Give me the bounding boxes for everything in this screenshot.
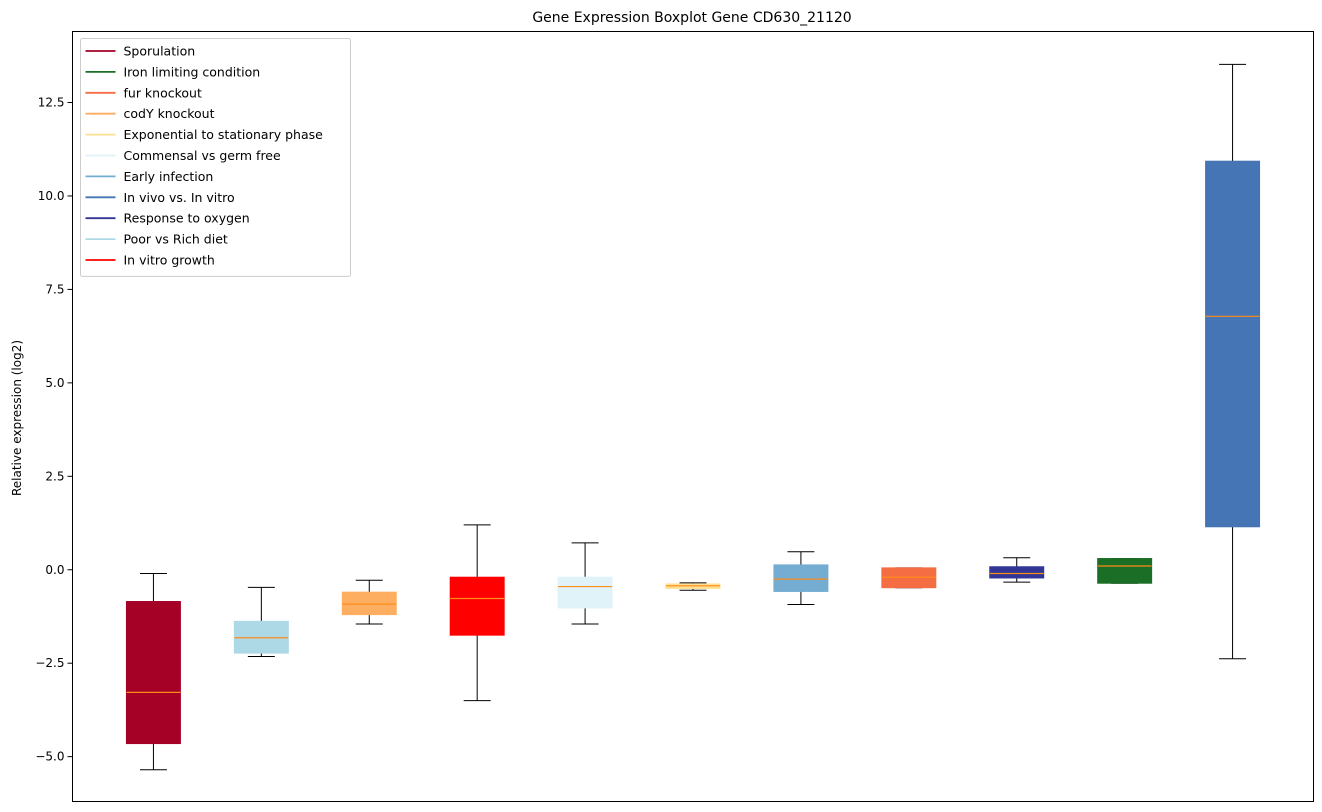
y-tick-label: 2.5 bbox=[45, 469, 64, 483]
y-axis-label: Relative expression (log2) bbox=[10, 340, 24, 496]
y-tick-label: 10.0 bbox=[38, 189, 65, 203]
legend-label: codY knockout bbox=[124, 106, 215, 121]
box-body bbox=[773, 564, 829, 592]
box-exponential-to-stationary-phase bbox=[665, 582, 721, 591]
box-commensal-vs-germ-free bbox=[557, 542, 613, 625]
legend-label: Sporulation bbox=[124, 44, 196, 59]
box-body bbox=[341, 591, 397, 616]
box-body bbox=[557, 576, 613, 609]
legend-label: Iron limiting condition bbox=[124, 64, 261, 79]
legend-label: Early infection bbox=[124, 169, 214, 184]
y-tick-label: 0.0 bbox=[45, 563, 64, 577]
box-body bbox=[1205, 160, 1261, 528]
legend-item: codY knockout bbox=[85, 106, 215, 121]
legend-box bbox=[80, 38, 351, 277]
boxes-layer bbox=[125, 63, 1261, 771]
y-tick-label: 5.0 bbox=[45, 376, 64, 390]
box-body bbox=[125, 601, 181, 745]
legend-item: Exponential to stationary phase bbox=[85, 127, 324, 142]
box-body bbox=[1097, 558, 1153, 584]
box-response-to-oxygen bbox=[989, 557, 1045, 583]
legend-label: Commensal vs germ free bbox=[124, 148, 281, 163]
legend-label: Poor vs Rich diet bbox=[124, 232, 228, 247]
box-poor-vs-rich-diet bbox=[233, 586, 289, 657]
legend-label: Exponential to stationary phase bbox=[124, 127, 324, 142]
y-axis: −5.0 −2.5 0.0 2.5 5.0 7.5 10.0 12.5 bbox=[35, 96, 73, 764]
legend-label: fur knockout bbox=[124, 85, 202, 100]
legend-item: In vivo vs. In vitro bbox=[85, 190, 235, 205]
y-tick-label: −2.5 bbox=[35, 656, 64, 670]
box-in-vitro-growth bbox=[449, 524, 505, 702]
legend-item: fur knockout bbox=[85, 85, 202, 100]
legend: Sporulation Iron limiting condition fur kn… bbox=[80, 38, 351, 277]
y-tick-label: −5.0 bbox=[35, 750, 64, 764]
legend-label: In vitro growth bbox=[124, 253, 215, 268]
box-in-vivo-vs-in-vitro bbox=[1205, 63, 1261, 660]
legend-item: Early infection bbox=[85, 169, 214, 184]
box-body bbox=[449, 576, 505, 636]
box-iron-limiting-condition bbox=[1097, 558, 1153, 584]
legend-label: In vivo vs. In vitro bbox=[124, 190, 235, 205]
box-body bbox=[989, 566, 1045, 579]
legend-item: Commensal vs germ free bbox=[85, 148, 281, 163]
legend-item: Poor vs Rich diet bbox=[85, 232, 228, 247]
box-early-infection bbox=[773, 551, 829, 606]
legend-label: Response to oxygen bbox=[124, 211, 250, 226]
box-sporulation bbox=[125, 572, 181, 771]
box-fur-knockout bbox=[881, 567, 937, 589]
box-cody-knockout bbox=[341, 579, 397, 625]
y-tick-label: 12.5 bbox=[38, 96, 65, 110]
legend-item: Iron limiting condition bbox=[85, 64, 261, 79]
legend-item: In vitro growth bbox=[85, 253, 215, 268]
legend-item: Response to oxygen bbox=[85, 211, 250, 226]
y-tick-label: 7.5 bbox=[45, 282, 64, 296]
legend-item: Sporulation bbox=[85, 44, 196, 59]
plot-area-frame bbox=[72, 31, 1314, 802]
chart-title: Gene Expression Boxplot Gene CD630_21120 bbox=[532, 10, 851, 26]
